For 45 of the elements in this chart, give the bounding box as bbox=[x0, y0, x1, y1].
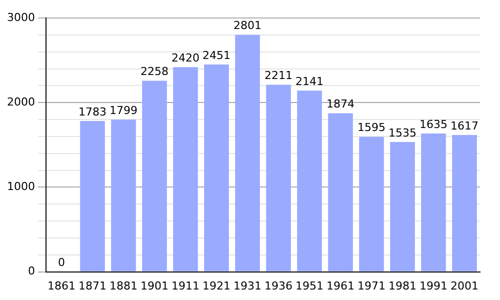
data-label: 1874 bbox=[326, 98, 354, 111]
data-label: 1799 bbox=[109, 104, 138, 117]
data-label: 2141 bbox=[296, 75, 324, 88]
bar bbox=[452, 135, 477, 272]
data-label: 2451 bbox=[202, 48, 230, 62]
x-tick-label: 1936 bbox=[264, 279, 292, 292]
bar bbox=[173, 67, 198, 272]
bar bbox=[297, 90, 322, 272]
x-tick-label: 1981 bbox=[388, 279, 416, 292]
data-label: 2211 bbox=[264, 69, 292, 82]
data-label: 1595 bbox=[358, 121, 386, 134]
x-tick-label: 1861 bbox=[47, 279, 76, 292]
data-label: 1535 bbox=[388, 126, 416, 140]
bar bbox=[421, 133, 446, 272]
bar bbox=[328, 113, 353, 272]
bar bbox=[111, 120, 136, 272]
bar bbox=[204, 64, 229, 272]
y-tick-label: 3000 bbox=[6, 10, 35, 24]
bar bbox=[142, 80, 167, 272]
data-label: 0 bbox=[58, 256, 65, 270]
x-tick-label: 1901 bbox=[140, 279, 168, 292]
x-tick-label: 1961 bbox=[326, 279, 354, 292]
x-tick-label: 1971 bbox=[358, 279, 386, 292]
bar bbox=[390, 142, 415, 272]
bar bbox=[359, 136, 384, 272]
data-label: 2801 bbox=[233, 19, 262, 32]
y-tick-label: 2000 bbox=[6, 95, 35, 108]
data-label: 1617 bbox=[450, 119, 478, 132]
y-tick-label: 0 bbox=[28, 264, 35, 278]
x-tick-label: 1931 bbox=[233, 279, 262, 292]
x-tick-label: 1951 bbox=[296, 279, 324, 292]
data-label: 2420 bbox=[171, 51, 200, 64]
x-tick-label: 1881 bbox=[109, 279, 138, 292]
y-tick-label: 1000 bbox=[6, 180, 35, 194]
data-label: 2258 bbox=[140, 65, 168, 78]
x-tick-label: 2001 bbox=[450, 279, 478, 292]
bar bbox=[80, 120, 105, 272]
data-label: 1635 bbox=[420, 118, 448, 131]
bar bbox=[235, 34, 260, 272]
bar bbox=[266, 84, 291, 272]
x-tick-label: 1991 bbox=[420, 279, 448, 292]
data-label: 1783 bbox=[78, 105, 106, 118]
x-tick-label: 1921 bbox=[202, 279, 230, 292]
x-tick-label: 1911 bbox=[171, 279, 200, 292]
x-tick-label: 1871 bbox=[78, 279, 106, 292]
